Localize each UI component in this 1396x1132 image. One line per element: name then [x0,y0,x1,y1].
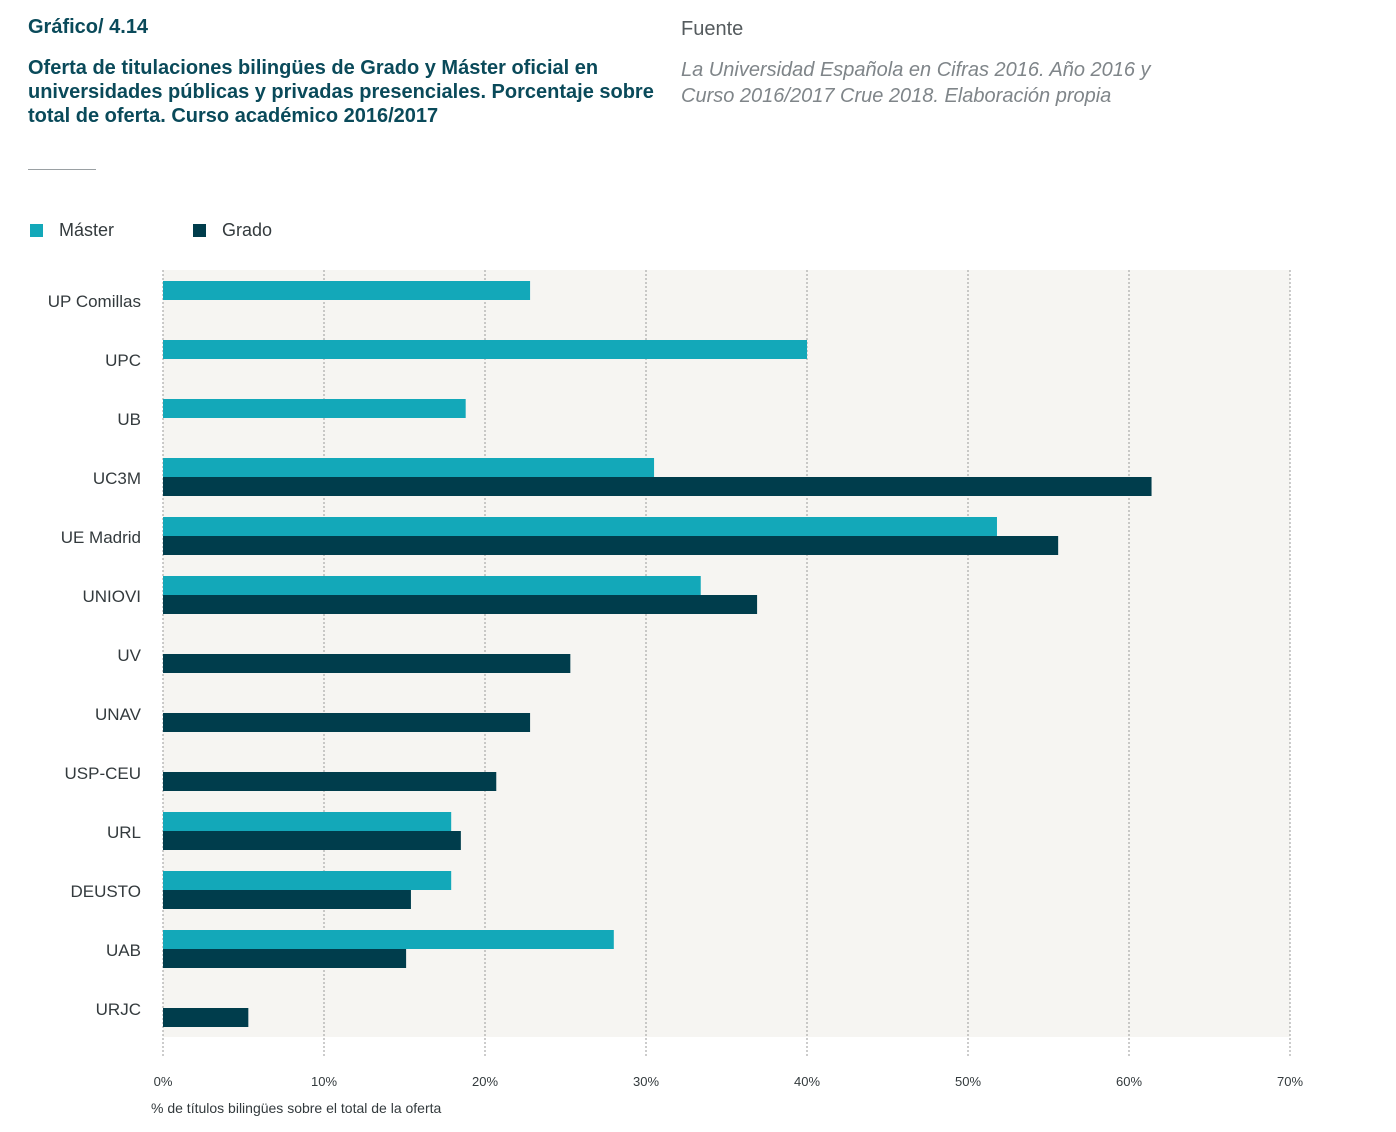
category-label: URL [107,823,141,842]
plot-background [163,270,1290,1037]
bar-grado [163,477,1152,496]
bar-master [163,930,614,949]
bar-grado [163,772,497,791]
x-tick-label: 40% [794,1074,820,1089]
bar-master [163,576,701,595]
source-label: Fuente [681,18,744,40]
x-tick-label: 10% [311,1074,337,1089]
category-label: UB [117,410,141,429]
x-tick-label: 70% [1277,1074,1303,1089]
bar-master [163,871,452,890]
category-label: UNAV [95,705,142,724]
x-tick-label: 50% [955,1074,981,1089]
bar-master [163,399,466,418]
bar-grado [163,536,1059,555]
x-tick-label: 30% [633,1074,659,1089]
bar-grado [163,654,571,673]
bar-grado [163,831,461,850]
category-label: UNIOVI [82,587,141,606]
category-label: UC3M [93,469,141,488]
category-label: URJC [96,1000,141,1019]
bar-master [163,517,997,536]
legend-swatch-master [30,224,43,237]
x-tick-label: 60% [1116,1074,1142,1089]
x-axis-title: % de títulos bilingües sobre el total de… [151,1100,442,1116]
chart-title: Oferta de titulaciones bilingües de Grad… [28,57,654,127]
category-label: UP Comillas [48,292,141,311]
bar-grado [163,595,758,614]
title-divider [28,169,96,170]
x-tick-label: 20% [472,1074,498,1089]
bar-grado [163,1008,249,1027]
legend-label-master: Máster [59,220,115,240]
x-tick-label: 0% [154,1074,173,1089]
legend-item-master: Máster [30,220,114,241]
legend-label-grado: Grado [222,220,273,240]
bar-master [163,340,807,359]
bar-master [163,458,655,477]
legend-item-grado: Grado [193,220,272,241]
x-axis-ticks: 0% 10% 20% 30% 40% 50% 60% 70% [154,1074,1304,1089]
category-label: UAB [106,941,141,960]
category-label: UPC [105,351,141,370]
source-text: La Universidad Española en Cifras 2016. … [681,59,1151,107]
legend-swatch-grado [193,224,206,237]
bar-grado [163,890,411,909]
category-labels: UP Comillas UPC UB UC3M UE Madrid UNIOVI UV UNA… [48,292,142,1019]
category-label: UE Madrid [61,528,141,547]
category-label: UV [117,646,141,665]
figure-number: Gráfico/ 4.14 [28,16,149,38]
bar-grado [163,949,407,968]
bar-grado [163,713,531,732]
bar-master [163,281,531,300]
bar-master [163,812,452,831]
category-label: DEUSTO [70,882,141,901]
bars [163,281,1152,1027]
category-label: USP-CEU [64,764,141,783]
